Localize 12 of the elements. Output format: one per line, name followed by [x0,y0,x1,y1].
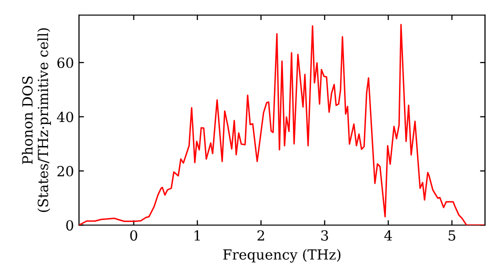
x-tick-label: 5 [448,230,456,241]
y-tick-label: 20 [57,166,74,176]
x-tick-label: 1 [194,230,200,241]
y-axis-title: Phonon DOS (States/THz·primitive cell) [22,28,51,212]
x-tick-label: 2 [258,230,264,241]
y-tick-label: 0 [66,220,74,231]
x-tick-label: 4 [384,230,392,241]
x-tick-label: 3 [321,230,328,241]
x-tick-label: 0 [130,230,138,241]
x-axis-title: Frequency (THz) [223,248,340,263]
y-tick-label: 40 [56,112,74,122]
y-tick-label: 60 [57,58,74,68]
